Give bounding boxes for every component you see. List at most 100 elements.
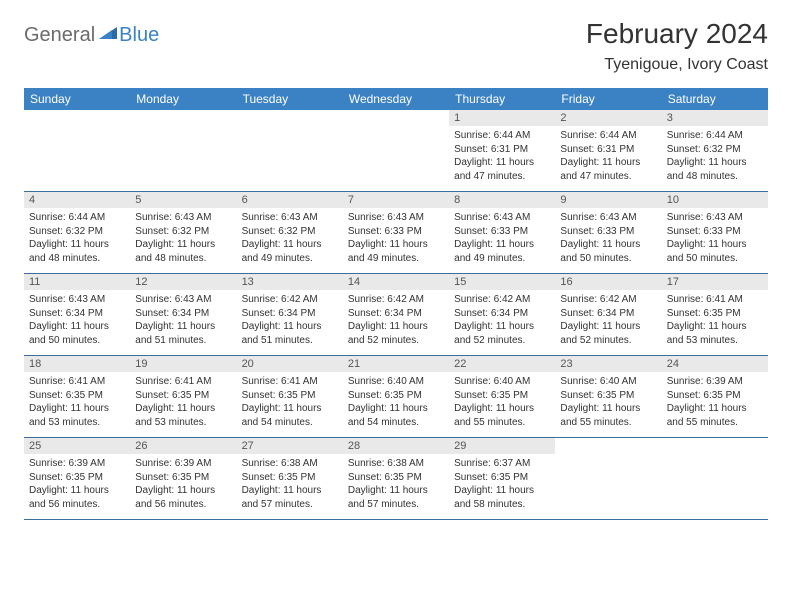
day-number: 14 — [343, 274, 449, 290]
day-body: Sunrise: 6:44 AMSunset: 6:31 PMDaylight:… — [449, 126, 555, 188]
sunrise-line: Sunrise: 6:39 AM — [135, 457, 231, 471]
day-cell: 22Sunrise: 6:40 AMSunset: 6:35 PMDayligh… — [449, 356, 555, 438]
day-number — [555, 438, 661, 454]
sunrise-line: Sunrise: 6:41 AM — [242, 375, 338, 389]
day-body: Sunrise: 6:43 AMSunset: 6:33 PMDaylight:… — [555, 208, 661, 270]
daylight-line: Daylight: 11 hours and 51 minutes. — [135, 320, 231, 347]
daylight-line: Daylight: 11 hours and 53 minutes. — [135, 402, 231, 429]
day-number — [662, 438, 768, 454]
daylight-line: Daylight: 11 hours and 55 minutes. — [454, 402, 550, 429]
sunset-line: Sunset: 6:33 PM — [454, 225, 550, 239]
sunset-line: Sunset: 6:35 PM — [348, 471, 444, 485]
day-number: 26 — [130, 438, 236, 454]
day-cell: 12Sunrise: 6:43 AMSunset: 6:34 PMDayligh… — [130, 274, 236, 356]
dow-thursday: Thursday — [449, 88, 555, 110]
sunset-line: Sunset: 6:35 PM — [454, 471, 550, 485]
sunrise-line: Sunrise: 6:41 AM — [667, 293, 763, 307]
day-number: 17 — [662, 274, 768, 290]
day-cell: 3 Sunrise: 6:44 AMSunset: 6:32 PMDaylight… — [662, 110, 768, 192]
sunset-line: Sunset: 6:35 PM — [454, 389, 550, 403]
day-number: 21 — [343, 356, 449, 372]
day-body: Sunrise: 6:42 AMSunset: 6:34 PMDaylight:… — [237, 290, 343, 352]
sunrise-line: Sunrise: 6:37 AM — [454, 457, 550, 471]
day-number: 16 — [555, 274, 661, 290]
weeks-container: 1Sunrise: 6:44 AMSunset: 6:31 PMDaylight… — [24, 110, 768, 520]
day-cell: 25Sunrise: 6:39 AMSunset: 6:35 PMDayligh… — [24, 438, 130, 520]
sunset-line: Sunset: 6:35 PM — [29, 471, 125, 485]
empty-cell — [555, 438, 661, 520]
sunrise-line: Sunrise: 6:44 AM — [667, 129, 763, 143]
day-body: Sunrise: 6:38 AMSunset: 6:35 PMDaylight:… — [343, 454, 449, 516]
month-title: February 2024 — [586, 18, 768, 50]
day-body: Sunrise: 6:39 AMSunset: 6:35 PMDaylight:… — [130, 454, 236, 516]
daylight-line: Daylight: 11 hours and 48 minutes. — [667, 156, 763, 183]
sunrise-line: Sunrise: 6:44 AM — [29, 211, 125, 225]
sunset-line: Sunset: 6:35 PM — [135, 471, 231, 485]
day-cell: 7Sunrise: 6:43 AMSunset: 6:33 PMDaylight… — [343, 192, 449, 274]
empty-cell — [24, 110, 130, 192]
daylight-line: Daylight: 11 hours and 50 minutes. — [560, 238, 656, 265]
daylight-line: Daylight: 11 hours and 56 minutes. — [135, 484, 231, 511]
day-body: Sunrise: 6:43 AMSunset: 6:34 PMDaylight:… — [130, 290, 236, 352]
day-cell: 4Sunrise: 6:44 AMSunset: 6:32 PMDaylight… — [24, 192, 130, 274]
daylight-line: Daylight: 11 hours and 48 minutes. — [29, 238, 125, 265]
week-row: 4Sunrise: 6:44 AMSunset: 6:32 PMDaylight… — [24, 192, 768, 274]
day-number: 5 — [130, 192, 236, 208]
day-body: Sunrise: 6:43 AMSunset: 6:33 PMDaylight:… — [662, 208, 768, 270]
empty-cell — [130, 110, 236, 192]
empty-cell — [343, 110, 449, 192]
daylight-line: Daylight: 11 hours and 55 minutes. — [560, 402, 656, 429]
day-body: Sunrise: 6:43 AMSunset: 6:32 PMDaylight:… — [130, 208, 236, 270]
sunrise-line: Sunrise: 6:43 AM — [454, 211, 550, 225]
day-number: 24 — [662, 356, 768, 372]
sunrise-line: Sunrise: 6:40 AM — [560, 375, 656, 389]
sunset-line: Sunset: 6:34 PM — [560, 307, 656, 321]
sunset-line: Sunset: 6:34 PM — [454, 307, 550, 321]
sunset-line: Sunset: 6:32 PM — [667, 143, 763, 157]
logo-triangle-icon — [99, 25, 117, 39]
daylight-line: Daylight: 11 hours and 58 minutes. — [454, 484, 550, 511]
sunset-line: Sunset: 6:34 PM — [29, 307, 125, 321]
day-number — [343, 110, 449, 126]
day-number: 15 — [449, 274, 555, 290]
logo-text-general: General — [24, 24, 95, 47]
day-number: 25 — [24, 438, 130, 454]
week-row: 11Sunrise: 6:43 AMSunset: 6:34 PMDayligh… — [24, 274, 768, 356]
day-number: 13 — [237, 274, 343, 290]
day-body: Sunrise: 6:44 AMSunset: 6:32 PMDaylight:… — [24, 208, 130, 270]
sunset-line: Sunset: 6:32 PM — [29, 225, 125, 239]
sunrise-line: Sunrise: 6:43 AM — [348, 211, 444, 225]
sunrise-line: Sunrise: 6:43 AM — [135, 293, 231, 307]
day-cell: 2Sunrise: 6:44 AMSunset: 6:31 PMDaylight… — [555, 110, 661, 192]
day-cell: 6Sunrise: 6:43 AMSunset: 6:32 PMDaylight… — [237, 192, 343, 274]
sunset-line: Sunset: 6:32 PM — [242, 225, 338, 239]
week-row: 1Sunrise: 6:44 AMSunset: 6:31 PMDaylight… — [24, 110, 768, 192]
day-cell: 1Sunrise: 6:44 AMSunset: 6:31 PMDaylight… — [449, 110, 555, 192]
sunset-line: Sunset: 6:31 PM — [560, 143, 656, 157]
sunrise-line: Sunrise: 6:44 AM — [454, 129, 550, 143]
days-of-week-row: SundayMondayTuesdayWednesdayThursdayFrid… — [24, 88, 768, 110]
day-body: Sunrise: 6:42 AMSunset: 6:34 PMDaylight:… — [555, 290, 661, 352]
logo-text-blue: Blue — [119, 24, 159, 47]
day-number: 1 — [449, 110, 555, 126]
day-number: 8 — [449, 192, 555, 208]
day-body: Sunrise: 6:40 AMSunset: 6:35 PMDaylight:… — [449, 372, 555, 434]
day-number: 19 — [130, 356, 236, 372]
sunset-line: Sunset: 6:35 PM — [242, 389, 338, 403]
day-body: Sunrise: 6:42 AMSunset: 6:34 PMDaylight:… — [449, 290, 555, 352]
day-body: Sunrise: 6:41 AMSunset: 6:35 PMDaylight:… — [662, 290, 768, 352]
daylight-line: Daylight: 11 hours and 55 minutes. — [667, 402, 763, 429]
day-number: 22 — [449, 356, 555, 372]
sunrise-line: Sunrise: 6:42 AM — [242, 293, 338, 307]
sunrise-line: Sunrise: 6:44 AM — [560, 129, 656, 143]
day-body: Sunrise: 6:43 AMSunset: 6:32 PMDaylight:… — [237, 208, 343, 270]
dow-monday: Monday — [130, 88, 236, 110]
day-number: 18 — [24, 356, 130, 372]
sunrise-line: Sunrise: 6:43 AM — [135, 211, 231, 225]
day-cell: 26Sunrise: 6:39 AMSunset: 6:35 PMDayligh… — [130, 438, 236, 520]
day-number: 3 — [662, 110, 768, 126]
day-number: 10 — [662, 192, 768, 208]
sunset-line: Sunset: 6:31 PM — [454, 143, 550, 157]
day-cell: 11Sunrise: 6:43 AMSunset: 6:34 PMDayligh… — [24, 274, 130, 356]
daylight-line: Daylight: 11 hours and 47 minutes. — [454, 156, 550, 183]
